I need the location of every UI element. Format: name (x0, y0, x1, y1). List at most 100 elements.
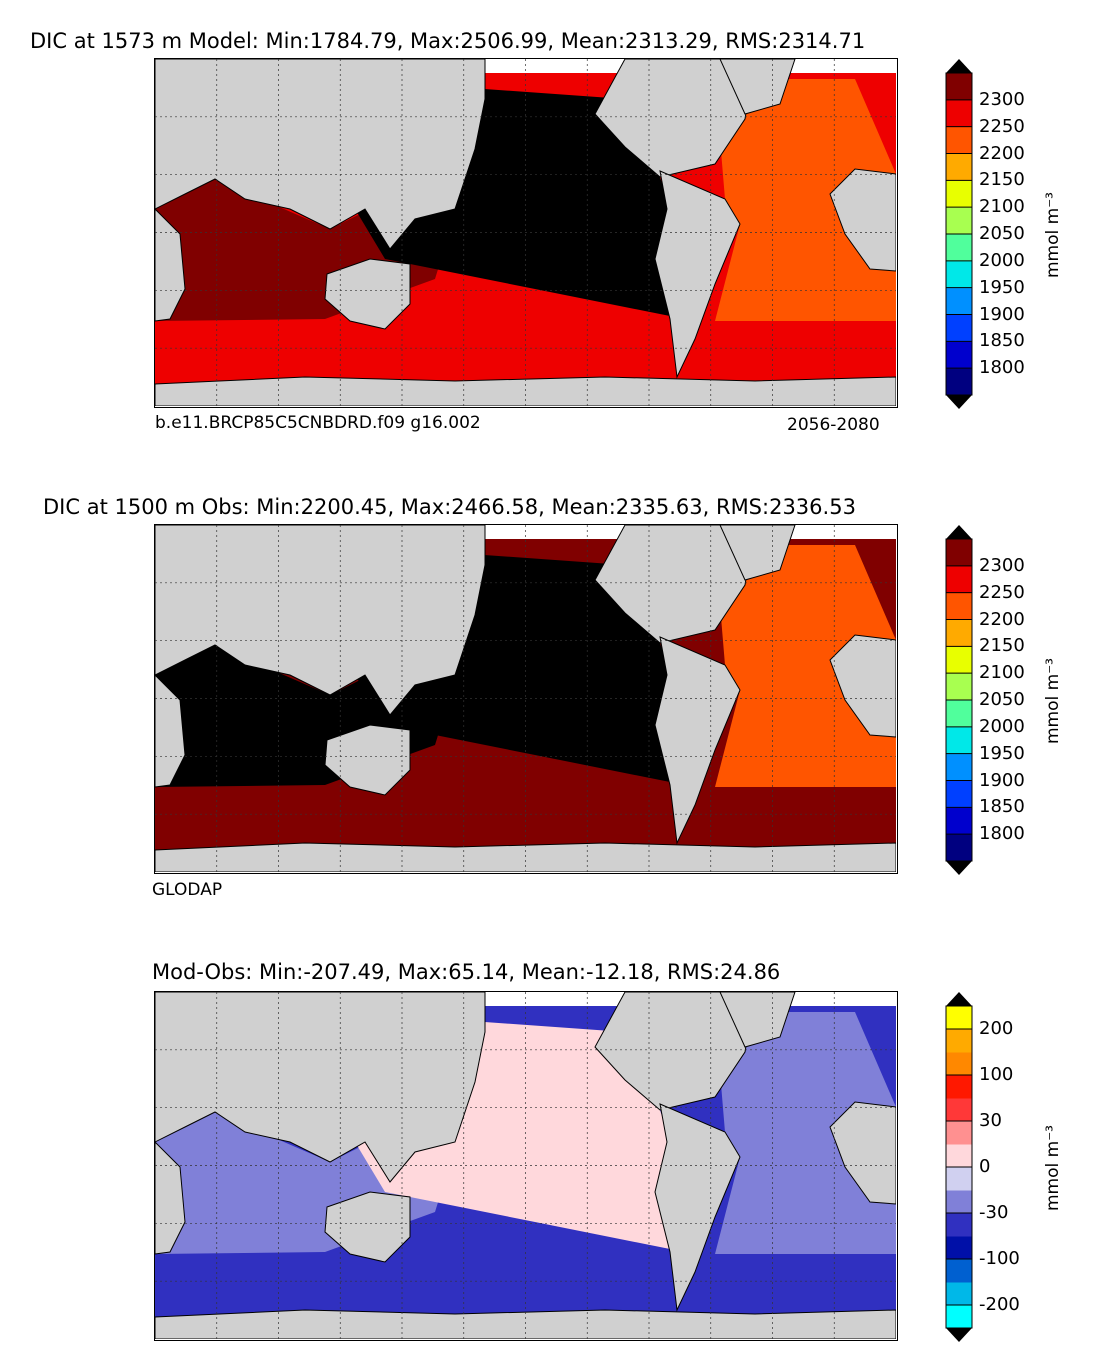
colorbar-unit-label: mmol m⁻³ (1043, 192, 1063, 278)
colorbar-unit-label: mmol m⁻³ (1043, 1125, 1063, 1211)
land-mass (719, 525, 796, 581)
colorbar-segment (946, 619, 972, 647)
land-mass (654, 170, 741, 379)
colorbar-tick-label: -30 (979, 1202, 1009, 1223)
colorbar-unit-label: mmol m⁻³ (1043, 658, 1063, 744)
panel-3-title: Mod-Obs: Min:-207.49, Max:65.14, Mean:-1… (152, 960, 781, 984)
land-mass (654, 1103, 741, 1312)
colorbar-over-arrow (946, 525, 972, 539)
colorbar-under-arrow (946, 861, 972, 875)
colorbar-over-arrow (946, 992, 972, 1006)
land-mass (155, 208, 186, 322)
colorbar-tick-label: 2250 (979, 581, 1025, 603)
colorbar-segment (946, 368, 972, 396)
panel-2-map (154, 524, 898, 874)
colorbar-segment (946, 180, 972, 208)
land-mass (829, 634, 896, 738)
colorbar-tick-label: 2150 (979, 169, 1025, 191)
colorbar-tick-label: 1800 (979, 357, 1025, 379)
colorbar-segment (946, 1259, 972, 1283)
colorbar-segment (946, 1213, 972, 1237)
colorbar-segment (946, 807, 972, 835)
panel-1-map (154, 58, 898, 408)
colorbar-segment (946, 207, 972, 235)
colorbar-tick-label: 2100 (979, 662, 1025, 684)
colorbar-segment (946, 780, 972, 808)
atlantic-ocean (715, 545, 896, 787)
colorbar-segment (946, 1236, 972, 1260)
colorbar-segment (946, 1305, 972, 1329)
colorbar-tick-label: -200 (979, 1294, 1020, 1315)
land-mass (155, 525, 486, 716)
land-mass (324, 1191, 411, 1263)
land-mass (719, 992, 796, 1048)
colorbar-tick-label: 2200 (979, 608, 1025, 630)
panel-3-map (154, 991, 898, 1341)
panel-1-case-name: b.e11.BRCP85C5CNBDRD.f09 g16.002 (155, 413, 481, 433)
colorbar-segment (946, 726, 972, 755)
colorbar-segment (946, 834, 972, 862)
colorbar-segment (946, 234, 972, 262)
colorbar-tick-label: 1800 (979, 823, 1025, 845)
land-mass (155, 992, 486, 1183)
colorbar-segment (946, 753, 972, 781)
colorbar-tick-label: 1900 (979, 303, 1025, 325)
colorbar-tick-label: 0 (979, 1156, 991, 1177)
colorbar-tick-label: 100 (979, 1064, 1014, 1085)
colorbar-segment (946, 1190, 972, 1214)
land-mass (155, 674, 186, 788)
colorbar-segment (946, 673, 972, 701)
colorbar-segment (946, 700, 972, 728)
colorbar-tick-label: 2000 (979, 249, 1025, 271)
colorbar-tick-label: 2050 (979, 689, 1025, 710)
panel-1-date-range: 2056-2080 (787, 415, 880, 435)
colorbar-segment (946, 1029, 972, 1053)
colorbar-tick-label: 1950 (979, 742, 1025, 764)
land-mass (155, 376, 896, 406)
colorbar-segment (946, 99, 972, 128)
panel-2-source: GLODAP (152, 880, 223, 900)
land-mass (719, 59, 796, 115)
colorbar-segment (946, 1006, 972, 1030)
land-mass (324, 258, 411, 330)
colorbar-tick-label: 1850 (979, 796, 1025, 818)
colorbar-tick-label: 30 (979, 1110, 1002, 1131)
colorbar-tick-label: 1900 (979, 769, 1025, 791)
colorbar-segment (946, 565, 972, 594)
colorbar-tick-label: -100 (979, 1248, 1020, 1269)
colorbar-segment (946, 646, 972, 674)
colorbar-segment (946, 260, 972, 289)
colorbar-tick-label: 200 (979, 1018, 1014, 1039)
colorbar-segment (946, 1167, 972, 1191)
colorbar-under-arrow (946, 395, 972, 409)
colorbar-tick-label: 1950 (979, 276, 1025, 298)
colorbar-segment (946, 1098, 972, 1122)
colorbar-under-arrow (946, 1328, 972, 1342)
colorbar-segment (946, 73, 972, 101)
colorbar-tick-label: 2050 (979, 223, 1025, 244)
land-mass (155, 1141, 186, 1255)
colorbar-segment (946, 592, 972, 620)
colorbar-tick-label: 2000 (979, 715, 1025, 737)
colorbar-segment (946, 126, 972, 154)
land-mass (155, 59, 486, 250)
colorbar-segment (946, 539, 972, 567)
colorbar-tick-label: 1850 (979, 330, 1025, 352)
colorbar-tick-label: 2200 (979, 142, 1025, 164)
land-mass (155, 842, 896, 872)
land-mass (155, 1309, 896, 1339)
panel-1-title: DIC at 1573 m Model: Min:1784.79, Max:25… (30, 29, 866, 53)
colorbar-segment (946, 1075, 972, 1099)
colorbar-segment (946, 341, 972, 369)
land-mass (829, 168, 896, 272)
colorbar-segment (946, 1052, 972, 1076)
colorbar-tick-label: 2300 (979, 88, 1025, 110)
colorbar-tick-label: 2300 (979, 554, 1025, 576)
panel-2-title: DIC at 1500 m Obs: Min:2200.45, Max:2466… (43, 495, 856, 519)
colorbar-over-arrow (946, 59, 972, 73)
colorbar-segment (946, 314, 972, 342)
colorbar-tick-label: 2100 (979, 196, 1025, 218)
colorbar-tick-label: 2250 (979, 115, 1025, 137)
colorbar-tick-label: 2150 (979, 635, 1025, 657)
colorbar-segment (946, 1282, 972, 1306)
